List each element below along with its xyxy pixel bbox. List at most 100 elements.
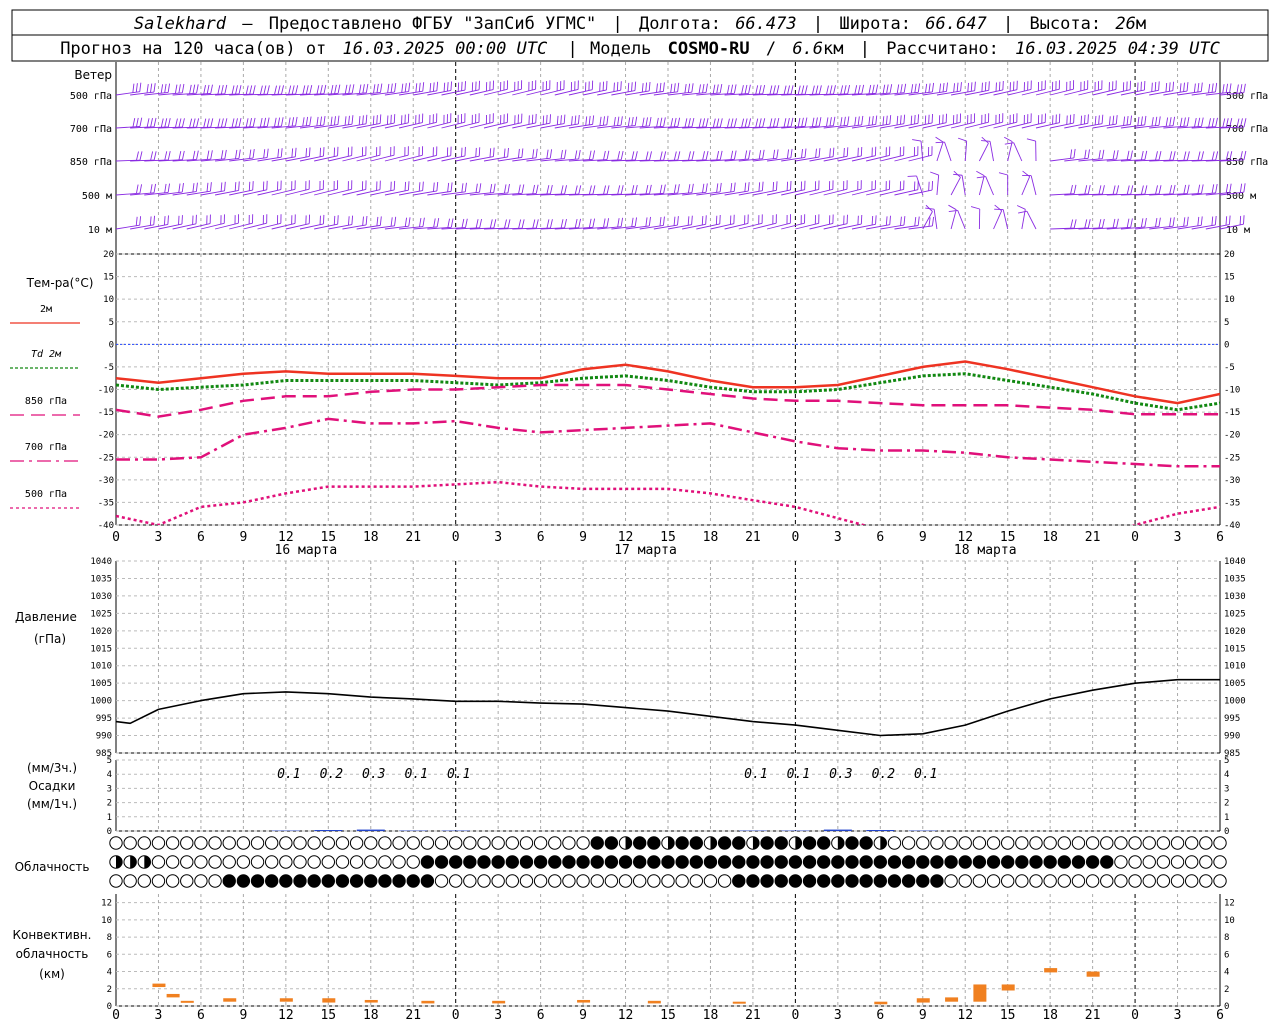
cloud-symbol [732, 874, 746, 888]
cloud-symbol [774, 874, 788, 888]
wind-barb-flag [761, 181, 764, 191]
cloud-symbol [675, 874, 689, 888]
wind-barb-shaft [257, 222, 281, 230]
precip-amount-label: 0.2 [320, 767, 344, 782]
header-line-2: Прогноз на 120 часа(ов) от 16.03.2025 00… [60, 39, 1220, 59]
wind-level-label-right: 500 гПа [1226, 91, 1268, 102]
wind-barb-flag [1165, 82, 1168, 92]
wind-barb-flag [418, 182, 421, 192]
wind-barb-shaft [993, 89, 1018, 96]
wind-barb-shaft [130, 126, 155, 129]
precip-panel-tick-label-right: 2 [1224, 799, 1229, 809]
wind-barb-shaft [413, 226, 438, 230]
wind-barb-shaft [1106, 193, 1131, 196]
cloud-symbol [618, 874, 633, 888]
wind-barb-shaft [540, 88, 565, 96]
wind-barb-flag [139, 151, 143, 161]
wind-barb-flag [379, 216, 382, 226]
wind-barb-flag [408, 82, 411, 92]
wind-barb-flag [631, 185, 635, 195]
cloud-symbol [845, 836, 859, 850]
wind-barb-flag [252, 85, 256, 95]
wind-barb-shaft [1219, 159, 1244, 162]
cloud-symbol [208, 836, 222, 850]
wind-barb-flag [687, 83, 691, 93]
wind-barb-shaft [384, 91, 409, 96]
cloud-symbol [477, 836, 491, 850]
wind-barb-flag [772, 149, 776, 159]
precip-panel-tick-label: 3 [107, 784, 112, 794]
wind-barb-flag [1165, 117, 1169, 127]
wind-barb-shaft [667, 91, 692, 96]
wind-barb-flag [1215, 82, 1218, 92]
wind-barb-flag [1112, 185, 1116, 195]
conv-bar [973, 984, 987, 1002]
time-tick-label: 3 [494, 1008, 502, 1023]
wind-barb-flag [1140, 218, 1144, 228]
wind-barb-flag [719, 84, 723, 94]
wind-barb-flag [277, 85, 281, 95]
wind-barb-shaft [512, 122, 536, 129]
wind-barb-flag [429, 83, 432, 93]
wind-barb-flag [1172, 116, 1176, 126]
wind-barb-flag [925, 83, 928, 93]
wind-barb-flag [1243, 118, 1247, 128]
wind-barb-flag [348, 115, 350, 125]
cloud-symbol [1213, 855, 1227, 869]
wind-barb-flag [758, 150, 762, 160]
pressure-panel-tick-label-right: 1010 [1224, 662, 1246, 672]
conv-panel-tick-label: 0 [107, 1002, 112, 1012]
wind-barb-shaft [1050, 88, 1074, 96]
wind-barb-flag [748, 150, 751, 160]
wind-barb-flag [196, 150, 199, 160]
wind-barb-flag [896, 115, 899, 125]
wind-barb-shaft [866, 224, 890, 230]
wind-barb-flag [139, 117, 143, 127]
wind-barb-flag [373, 84, 376, 94]
wind-barb-flag [432, 182, 435, 192]
wind-barb-shaft [936, 122, 961, 129]
wind-barb-flag [1098, 185, 1102, 195]
wind-barb-shaft [667, 159, 692, 162]
precip-amount-label: 0.2 [872, 767, 896, 782]
pressure-panel-tick-label: 1035 [90, 574, 112, 584]
temp-series-3 [116, 417, 1220, 468]
wind-barb-flag [1201, 184, 1204, 194]
wind-barb-shaft [200, 158, 225, 162]
pressure-line [115, 678, 1220, 737]
time-tick-label: 0 [112, 1008, 120, 1023]
wind-barb-shaft [1163, 159, 1188, 162]
wind-barb-flag [948, 204, 957, 211]
pressure-panel-tick-label-right: 1005 [1224, 679, 1246, 689]
precip-amount-label: 0.3 [362, 767, 385, 782]
conv-panel-tick-label: 4 [107, 968, 112, 978]
wind-barb-shaft [413, 121, 437, 129]
wind-barb-shaft [944, 141, 952, 162]
wind-barb-flag [577, 114, 580, 125]
pressure-panel-tick-label-right: 1015 [1224, 644, 1246, 654]
wind-barb-flag [1151, 117, 1154, 127]
wind-barb-flag [163, 216, 166, 226]
cloud-symbol [647, 855, 661, 869]
temp-legend-label: 2м [40, 304, 52, 315]
wind-barb-flag [274, 117, 277, 127]
wind-barb-shaft [1120, 159, 1145, 162]
wind-barb-flag [914, 114, 916, 125]
wind-barb-flag [606, 218, 610, 228]
wind-barb-shaft [795, 222, 819, 230]
wind-barb-flag [762, 84, 766, 94]
wind-barb-flag [719, 118, 723, 128]
wind-barb-shaft [724, 223, 749, 230]
wind-barb-flag [832, 147, 835, 157]
wind-barb-flag [1112, 218, 1116, 228]
wind-barb-flag [231, 85, 235, 95]
cloud-symbol [1199, 874, 1213, 888]
wind-barb-flag [365, 215, 368, 226]
wind-barb-flag [344, 116, 347, 126]
wind-barb-shaft [582, 89, 607, 96]
wind-barb-shaft [554, 193, 579, 196]
cloud-symbol [576, 836, 590, 850]
wind-barb-flag [673, 151, 677, 161]
wind-barb-shaft [1191, 159, 1216, 162]
